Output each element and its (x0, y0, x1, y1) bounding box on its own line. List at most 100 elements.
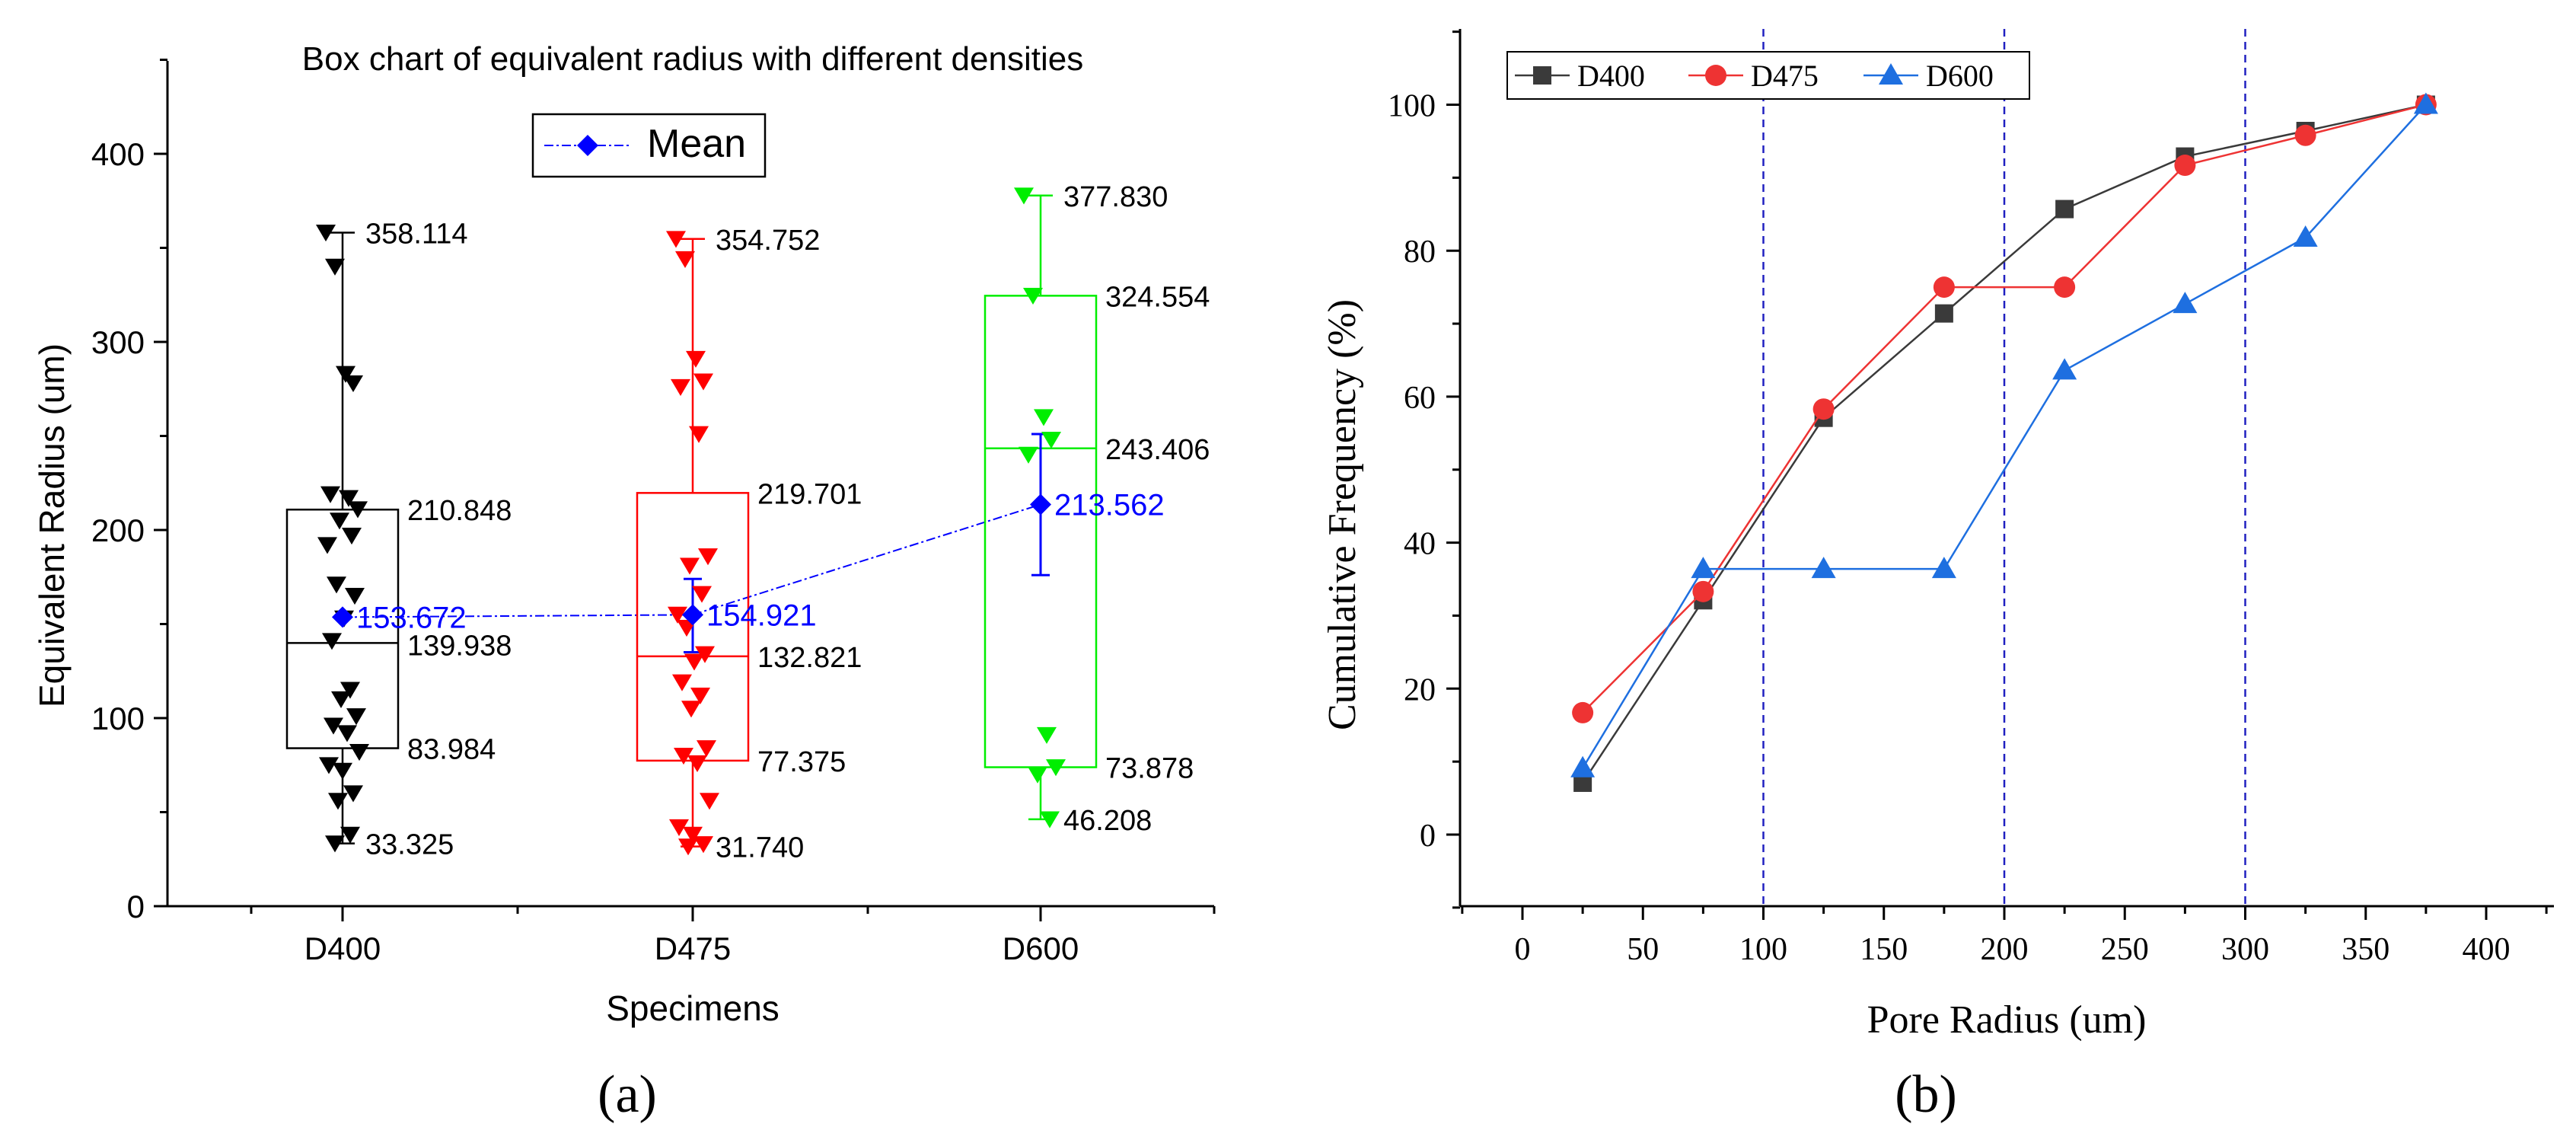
data-point (345, 588, 365, 605)
series-d475 (1572, 94, 2437, 723)
data-point (1572, 701, 1594, 723)
data-point (1046, 759, 1066, 777)
data-point (316, 225, 336, 242)
mean-label: 153.672 (356, 601, 467, 634)
legend-box (1506, 51, 2030, 100)
legend-label: D600 (1926, 59, 1994, 93)
data-point (2054, 276, 2076, 299)
data-point (2413, 92, 2438, 114)
data-point (1570, 755, 1596, 777)
box-annotations: 358.114 210.848 139.938 83.984 33.325 153.672… (356, 181, 1210, 864)
mean-marker (682, 604, 703, 626)
data-point (1040, 811, 1060, 829)
x-tick-label: 0 (1515, 932, 1531, 967)
median-label: 139.938 (407, 630, 512, 662)
data-point (1014, 187, 1034, 205)
x-tick-label: 100 (1739, 932, 1787, 967)
median-label: 132.821 (757, 642, 862, 674)
box-chart-title: Box chart of equivalent radius with diff… (302, 40, 1083, 78)
q1-label: 73.878 (1105, 753, 1194, 785)
data-point (324, 717, 343, 735)
line-chart-axes: 0 20 40 60 80 100 0 50 100 150 200 250 300 350 400 (1388, 29, 2554, 967)
data-point (327, 576, 346, 594)
data-point (698, 548, 718, 566)
box-chart-panel: Box chart of equivalent radius with diff… (32, 40, 1216, 1124)
y-tick-label: 0 (127, 889, 145, 924)
data-point (680, 557, 700, 575)
y-tick-label: 80 (1404, 235, 1436, 270)
data-point (328, 793, 348, 810)
x-tick-label: 400 (2463, 932, 2511, 967)
data-point (1691, 557, 1716, 579)
data-point (343, 785, 363, 803)
q3-label: 324.554 (1105, 281, 1210, 313)
data-point (342, 528, 362, 545)
q1-label: 83.984 (407, 734, 496, 766)
data-point (340, 682, 360, 699)
data-point (331, 691, 351, 708)
data-point (675, 251, 695, 269)
data-point (671, 378, 690, 396)
line-legend: D400 D475 D600 (1506, 51, 2030, 100)
box-chart-ylabel: Equivalent Radius (um) (32, 343, 72, 707)
data-point (2055, 200, 2074, 219)
annotations-d400: 358.114 210.848 139.938 83.984 33.325 153.672 (356, 218, 512, 860)
y-tick-label: 300 (91, 324, 145, 360)
data-point (2293, 225, 2318, 247)
iqr-box (285, 508, 400, 749)
data-point (689, 426, 709, 443)
x-tick-label: D600 (1003, 931, 1079, 966)
data-point (674, 748, 693, 765)
x-tick-label: 200 (1981, 932, 2029, 967)
median-label: 243.406 (1105, 434, 1210, 466)
data-point (319, 757, 339, 774)
mean-marker (332, 606, 353, 628)
mean-label: 154.921 (706, 599, 817, 632)
box-chart-xlabel: Specimens (606, 988, 779, 1028)
x-tick-label: 350 (2342, 932, 2389, 967)
x-tick-label: D475 (655, 931, 731, 966)
max-label: 358.114 (365, 218, 468, 250)
data-point (1037, 726, 1057, 744)
data-point (336, 366, 355, 383)
mean-legend: Mean (531, 113, 767, 178)
data-point (697, 740, 716, 758)
data-point (1931, 557, 1956, 579)
data-point (666, 231, 686, 248)
data-point (683, 826, 703, 844)
data-point (1041, 432, 1061, 449)
q3-label: 210.848 (407, 495, 512, 527)
data-point (2052, 358, 2077, 380)
y-tick-label: 400 (91, 136, 145, 172)
data-point (669, 819, 689, 836)
data-point (678, 838, 698, 856)
data-point (333, 762, 352, 780)
square-marker-icon (1533, 66, 1551, 85)
data-point (325, 258, 345, 276)
line-chart-xlabel: Pore Radius (um) (1867, 998, 2147, 1042)
x-tick-label: 250 (2101, 932, 2149, 967)
annotations-d600: 377.830 324.554 243.406 73.878 46.208 213.562 (1054, 181, 1210, 837)
data-point (692, 586, 712, 603)
box-d400 (285, 231, 400, 844)
data-point (317, 537, 337, 554)
data-point (346, 708, 366, 726)
data-point (343, 375, 363, 393)
min-label: 31.740 (716, 832, 804, 864)
max-label: 377.830 (1063, 181, 1168, 213)
data-point (684, 653, 704, 671)
data-point (1933, 276, 1955, 299)
data-point (320, 486, 340, 503)
panel-label-b: (b) (1895, 1065, 1957, 1124)
data-point (681, 701, 701, 718)
box-chart-tick-labels: 0 100 200 300 400 D400 D475 D600 (91, 136, 1079, 966)
q1-label: 77.375 (757, 746, 846, 778)
x-tick-label: 50 (1627, 932, 1659, 967)
legend-label: D475 (1751, 59, 1819, 93)
data-point (672, 674, 692, 691)
reference-lines (1762, 29, 2246, 906)
line-series (1570, 92, 2438, 792)
data-point (1812, 398, 1835, 420)
data-point (1028, 766, 1047, 784)
data-point (687, 755, 707, 772)
